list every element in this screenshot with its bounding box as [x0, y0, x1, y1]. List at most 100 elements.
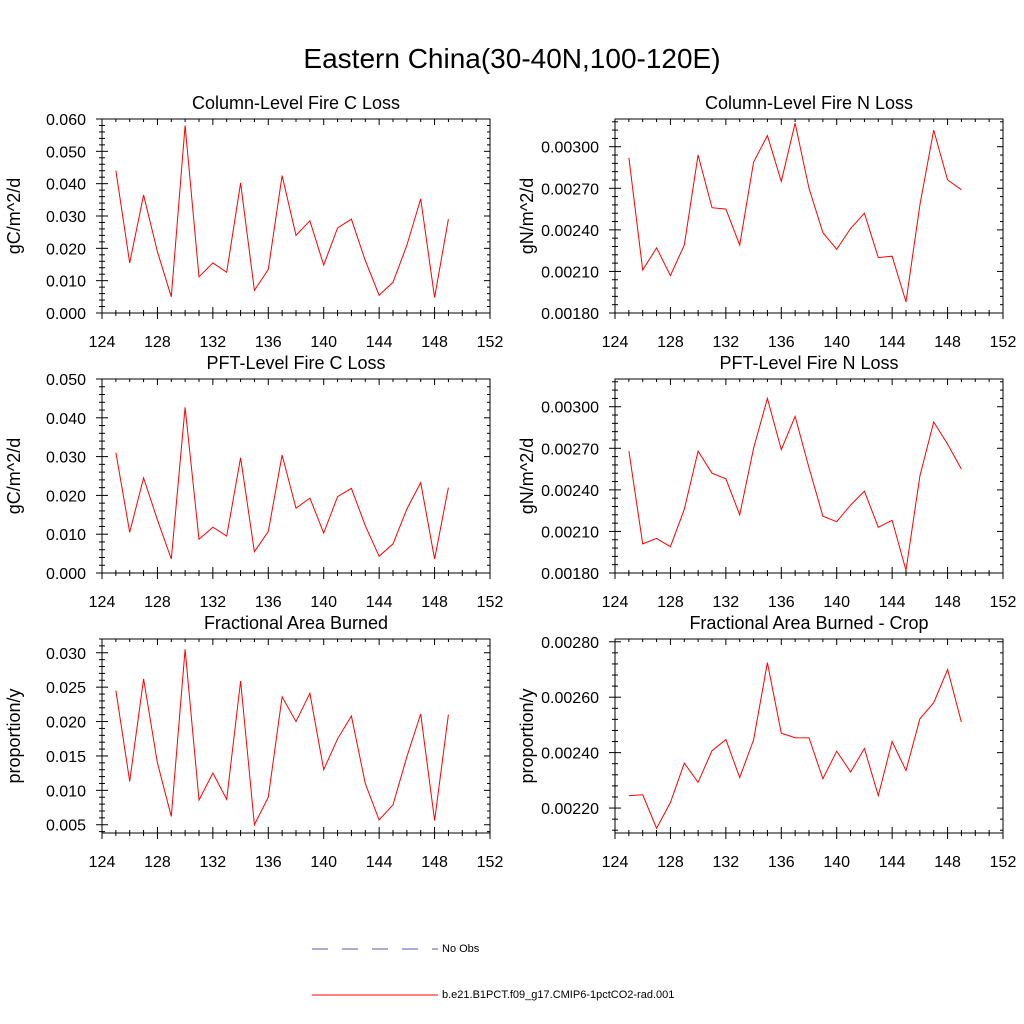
- x-tick-label: 148: [934, 854, 961, 871]
- y-tick-label: 0.00270: [541, 181, 599, 198]
- y-tick-label: 0.00260: [541, 690, 599, 707]
- x-tick-label: 128: [144, 334, 171, 351]
- y-tick-label: 0.030: [46, 646, 86, 663]
- y-tick-label: 0.00220: [541, 801, 599, 818]
- x-tick-label: 140: [310, 334, 337, 351]
- y-tick-label: 0.00180: [541, 306, 599, 323]
- x-tick-label: 136: [255, 334, 282, 351]
- y-tick-label: 0.020: [46, 241, 86, 258]
- x-tick-label: 152: [990, 334, 1017, 351]
- y-tick-label: 0.00210: [541, 264, 599, 281]
- y-tick-label: 0.005: [46, 818, 86, 835]
- x-tick-label: 140: [823, 594, 850, 611]
- series-line: [628, 396, 962, 571]
- series-line: [628, 662, 962, 830]
- panel-title: PFT-Level Fire C Loss: [206, 353, 385, 373]
- x-tick-label: 124: [89, 594, 116, 611]
- x-tick-label: 132: [200, 854, 227, 871]
- x-tick-label: 124: [89, 854, 116, 871]
- x-tick-label: 152: [477, 854, 504, 871]
- panel-title: Column-Level Fire C Loss: [192, 93, 400, 113]
- figure-title: Eastern China(30-40N,100-120E): [303, 43, 721, 74]
- x-tick-label: 140: [823, 854, 850, 871]
- panel-title: Fractional Area Burned: [204, 613, 388, 633]
- x-tick-label: 144: [879, 854, 906, 871]
- x-tick-label: 132: [200, 334, 227, 351]
- series-line: [115, 407, 449, 560]
- x-tick-label: 136: [768, 594, 795, 611]
- y-tick-label: 0.00240: [541, 223, 599, 240]
- y-tick-label: 0.010: [46, 527, 86, 544]
- x-tick-label: 128: [144, 594, 171, 611]
- y-tick-label: 0.050: [46, 144, 86, 161]
- x-tick-label: 152: [990, 854, 1017, 871]
- x-tick-label: 140: [823, 334, 850, 351]
- series-line: [115, 125, 449, 298]
- y-tick-label: 0.050: [46, 372, 86, 389]
- x-tick-label: 124: [602, 594, 629, 611]
- y-axis-label: gN/m^2/d: [517, 178, 537, 254]
- x-tick-label: 136: [768, 854, 795, 871]
- series-line: [628, 123, 962, 303]
- x-tick-label: 124: [602, 854, 629, 871]
- x-tick-label: 140: [310, 594, 337, 611]
- y-tick-label: 0.040: [46, 411, 86, 428]
- x-tick-label: 148: [934, 334, 961, 351]
- x-tick-label: 136: [255, 594, 282, 611]
- x-tick-label: 144: [879, 594, 906, 611]
- y-tick-label: 0.015: [46, 749, 86, 766]
- x-tick-label: 128: [144, 854, 171, 871]
- x-tick-label: 124: [602, 334, 629, 351]
- y-tick-label: 0.020: [46, 488, 86, 505]
- y-tick-label: 0.00280: [541, 635, 599, 652]
- y-tick-label: 0.060: [46, 112, 86, 129]
- x-tick-label: 132: [200, 594, 227, 611]
- x-tick-label: 128: [657, 594, 684, 611]
- y-tick-label: 0.030: [46, 450, 86, 467]
- y-tick-label: 0.000: [46, 306, 86, 323]
- x-tick-label: 132: [713, 854, 740, 871]
- x-tick-label: 128: [657, 334, 684, 351]
- plot-frame: [614, 638, 1004, 834]
- y-tick-label: 0.00240: [541, 746, 599, 763]
- y-tick-label: 0.025: [46, 680, 86, 697]
- x-tick-label: 152: [477, 334, 504, 351]
- y-tick-label: 0.00240: [541, 483, 599, 500]
- x-tick-label: 132: [713, 334, 740, 351]
- panel-title: PFT-Level Fire N Loss: [719, 353, 898, 373]
- y-tick-label: 0.00300: [541, 400, 599, 417]
- panel-title: Column-Level Fire N Loss: [705, 93, 913, 113]
- y-tick-label: 0.010: [46, 783, 86, 800]
- y-axis-label: gC/m^2/d: [4, 438, 24, 514]
- x-tick-label: 148: [421, 854, 448, 871]
- series-line: [115, 649, 449, 827]
- x-tick-label: 152: [477, 594, 504, 611]
- y-tick-label: 0.00210: [541, 524, 599, 541]
- y-tick-label: 0.00300: [541, 140, 599, 157]
- y-tick-label: 0.00270: [541, 441, 599, 458]
- y-axis-label: proportion/y: [517, 688, 537, 783]
- y-axis-label: proportion/y: [4, 688, 24, 783]
- y-tick-label: 0.00180: [541, 566, 599, 583]
- x-tick-label: 148: [421, 594, 448, 611]
- x-tick-label: 128: [657, 854, 684, 871]
- x-tick-label: 136: [768, 334, 795, 351]
- y-tick-label: 0.030: [46, 209, 86, 226]
- y-tick-label: 0.040: [46, 177, 86, 194]
- x-tick-label: 144: [366, 334, 393, 351]
- x-tick-label: 124: [89, 334, 116, 351]
- x-tick-label: 144: [879, 334, 906, 351]
- x-tick-label: 148: [934, 594, 961, 611]
- x-tick-label: 144: [366, 594, 393, 611]
- panel-title: Fractional Area Burned - Crop: [689, 613, 928, 633]
- y-axis-label: gC/m^2/d: [4, 178, 24, 254]
- x-tick-label: 148: [421, 334, 448, 351]
- y-tick-label: 0.010: [46, 274, 86, 291]
- x-tick-label: 132: [713, 594, 740, 611]
